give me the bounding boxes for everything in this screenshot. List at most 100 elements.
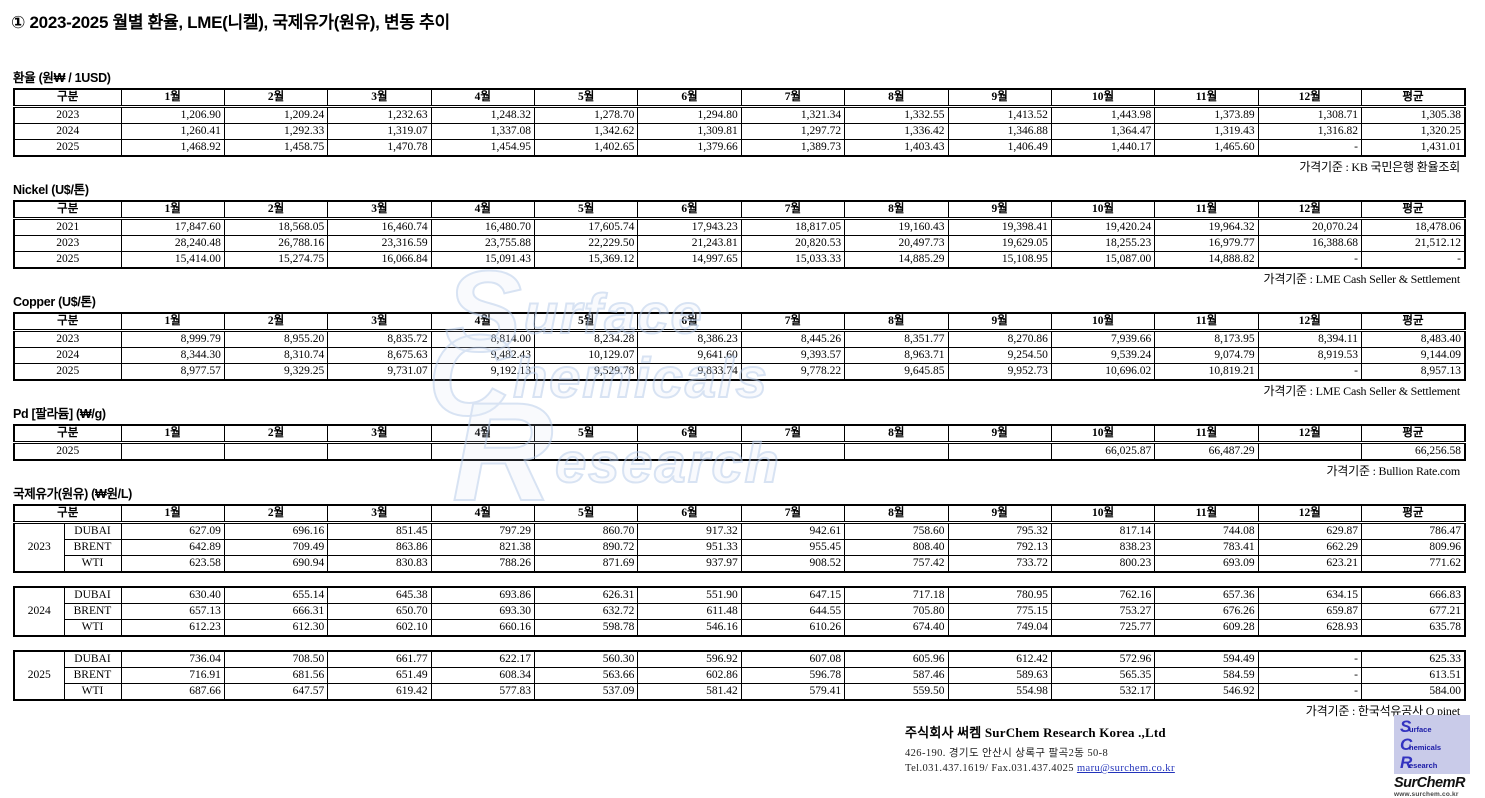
value-cell: - [1257, 363, 1363, 381]
month-header: 6월 [637, 312, 742, 332]
fuel-type-cell: BRENT [63, 667, 122, 684]
value-cell: 666.31 [223, 603, 329, 620]
value-cell: 623.21 [1257, 555, 1363, 573]
value-cell: 26,788.16 [223, 235, 329, 252]
value-cell: 9,144.09 [1361, 347, 1466, 364]
oil-table-2024: 2024 DUBAI 630.40 655.14 645.38 693.86 626.31 5… [13, 586, 1466, 637]
value-cell: 19,420.24 [1050, 218, 1156, 236]
value-cell: 20,070.24 [1257, 218, 1363, 236]
value-cell: 708.50 [223, 650, 329, 668]
exchange-rate-table: 구분 1월 2월 3월 4월 5월 6월 7월 8월 9월 10월 11월 12월 평균 2023 1,206… [13, 88, 1466, 157]
value-cell: 677.21 [1361, 603, 1466, 620]
value-cell: 607.08 [740, 650, 846, 668]
month-header: 구분 [13, 504, 122, 524]
palladium-table-label: Pd [팔라듐] (₩/g) [13, 407, 106, 421]
month-header: 5월 [533, 424, 639, 444]
value-cell: 661.77 [327, 650, 432, 668]
month-header: 8월 [844, 504, 949, 524]
table-row: BRENT 642.89 709.49 863.86 821.38 890.72 951.3… [14, 539, 1466, 556]
value-cell: 780.95 [947, 586, 1052, 604]
fuel-type-cell: DUBAI [63, 586, 122, 604]
value-cell: 8,386.23 [637, 330, 742, 348]
value-cell: 602.86 [637, 667, 742, 684]
value-cell: 788.26 [430, 555, 536, 573]
page-title: ① 2023-2025 월별 환율, LME(니켈), 국제유가(원유), 변동… [11, 13, 450, 32]
year-cell: 2025 [13, 650, 65, 701]
value-cell: 647.57 [223, 683, 329, 701]
email-link[interactable]: maru@surchem.co.kr [1076, 763, 1175, 774]
month-header: 8월 [844, 88, 949, 108]
month-header: 6월 [637, 200, 742, 220]
value-cell: 8,955.20 [223, 330, 329, 348]
value-cell: 551.90 [637, 586, 742, 604]
value-cell: 1,292.33 [223, 123, 329, 140]
month-header: 10월 [1050, 88, 1156, 108]
value-cell: 16,480.70 [430, 218, 536, 236]
fuel-type-cell: BRENT [63, 539, 122, 556]
value-cell: 15,091.43 [430, 251, 536, 269]
value-cell: 942.61 [740, 522, 846, 540]
value-cell: 619.42 [327, 683, 432, 701]
oil-table-2023: 구분 1월 2월 3월 4월 5월 6월 7월 8월 9월 10월 11월 12월 평균 2023 DUBAI… [13, 504, 1466, 573]
table-row: 2023 DUBAI 627.09 696.16 851.45 797.29 860.70 9… [13, 522, 1466, 573]
year-cell: 2024 [13, 347, 122, 364]
value-cell: 1,364.47 [1050, 123, 1156, 140]
section-nickel: Nickel (U$/톤) 구분 1월 2월 3월 4월 5월 6월 7월 8월 9월 10월 11월… [0, 179, 1485, 287]
value-cell: 851.45 [327, 522, 432, 540]
value-cell: 1,458.75 [223, 139, 329, 157]
year-cell: 2021 [13, 218, 122, 236]
value-cell: 9,778.22 [740, 363, 846, 381]
value-cell: 626.31 [533, 586, 639, 604]
value-cell: 598.78 [533, 619, 639, 637]
value-cell: 589.63 [947, 667, 1052, 684]
year-cell: 2024 [13, 586, 65, 637]
table-row: WTI 687.66 647.57 619.42 577.83 537.09 581.42 5… [14, 683, 1466, 701]
value-cell: 1,403.43 [844, 139, 949, 157]
value-cell: 9,393.57 [740, 347, 846, 364]
value-cell: 66,025.87 [1050, 442, 1156, 461]
value-cell: 612.23 [120, 619, 225, 637]
header-row: 구분 1월 2월 3월 4월 5월 6월 7월 8월 9월 10월 11월 12월 평균 [13, 88, 1466, 108]
value-cell: 1,431.01 [1361, 139, 1466, 157]
month-header: 구분 [13, 200, 122, 220]
value-cell: 18,568.05 [223, 218, 329, 236]
value-cell: 1,308.71 [1257, 106, 1363, 124]
value-cell: 1,321.34 [740, 106, 846, 124]
value-cell [947, 442, 1052, 461]
value-cell: 666.83 [1361, 586, 1466, 604]
value-cell: 630.40 [120, 586, 225, 604]
company-logo: Surface Chemicals Research SurChemR www.su… [1394, 715, 1470, 798]
month-header: 11월 [1154, 424, 1259, 444]
value-cell: 693.09 [1154, 555, 1259, 573]
value-cell: 628.93 [1257, 619, 1363, 637]
value-cell: 8,835.72 [327, 330, 432, 348]
value-cell: 8,351.77 [844, 330, 949, 348]
value-cell: 753.27 [1050, 603, 1156, 620]
value-cell: 795.32 [947, 522, 1052, 540]
month-header: 7월 [740, 424, 846, 444]
month-header: 평균 [1361, 424, 1466, 444]
month-header: 9월 [947, 312, 1052, 332]
fuel-type-cell: WTI [63, 555, 122, 573]
value-cell: 8,814.00 [430, 330, 536, 348]
value-cell: 693.86 [430, 586, 536, 604]
value-cell: 17,943.23 [637, 218, 742, 236]
value-cell: 733.72 [947, 555, 1052, 573]
header-row: 구분 1월 2월 3월 4월 5월 6월 7월 8월 9월 10월 11월 12월 평균 [13, 504, 1466, 524]
year-cell: 2025 [13, 139, 122, 157]
nickel-table-label: Nickel (U$/톤) [13, 183, 89, 197]
value-cell: - [1257, 650, 1363, 668]
value-cell: 657.36 [1154, 586, 1259, 604]
value-cell: 687.66 [120, 683, 225, 701]
value-cell: 1,319.07 [327, 123, 432, 140]
value-cell: 16,979.77 [1154, 235, 1259, 252]
year-cell: 2023 [13, 106, 122, 124]
value-cell: 16,460.74 [327, 218, 432, 236]
value-cell: 937.97 [637, 555, 742, 573]
value-cell: 8,344.30 [120, 347, 225, 364]
month-header: 5월 [534, 504, 639, 524]
month-header: 11월 [1154, 88, 1259, 108]
month-header: 9월 [947, 200, 1052, 220]
value-cell: 623.58 [120, 555, 225, 573]
value-cell: 917.32 [637, 522, 742, 540]
